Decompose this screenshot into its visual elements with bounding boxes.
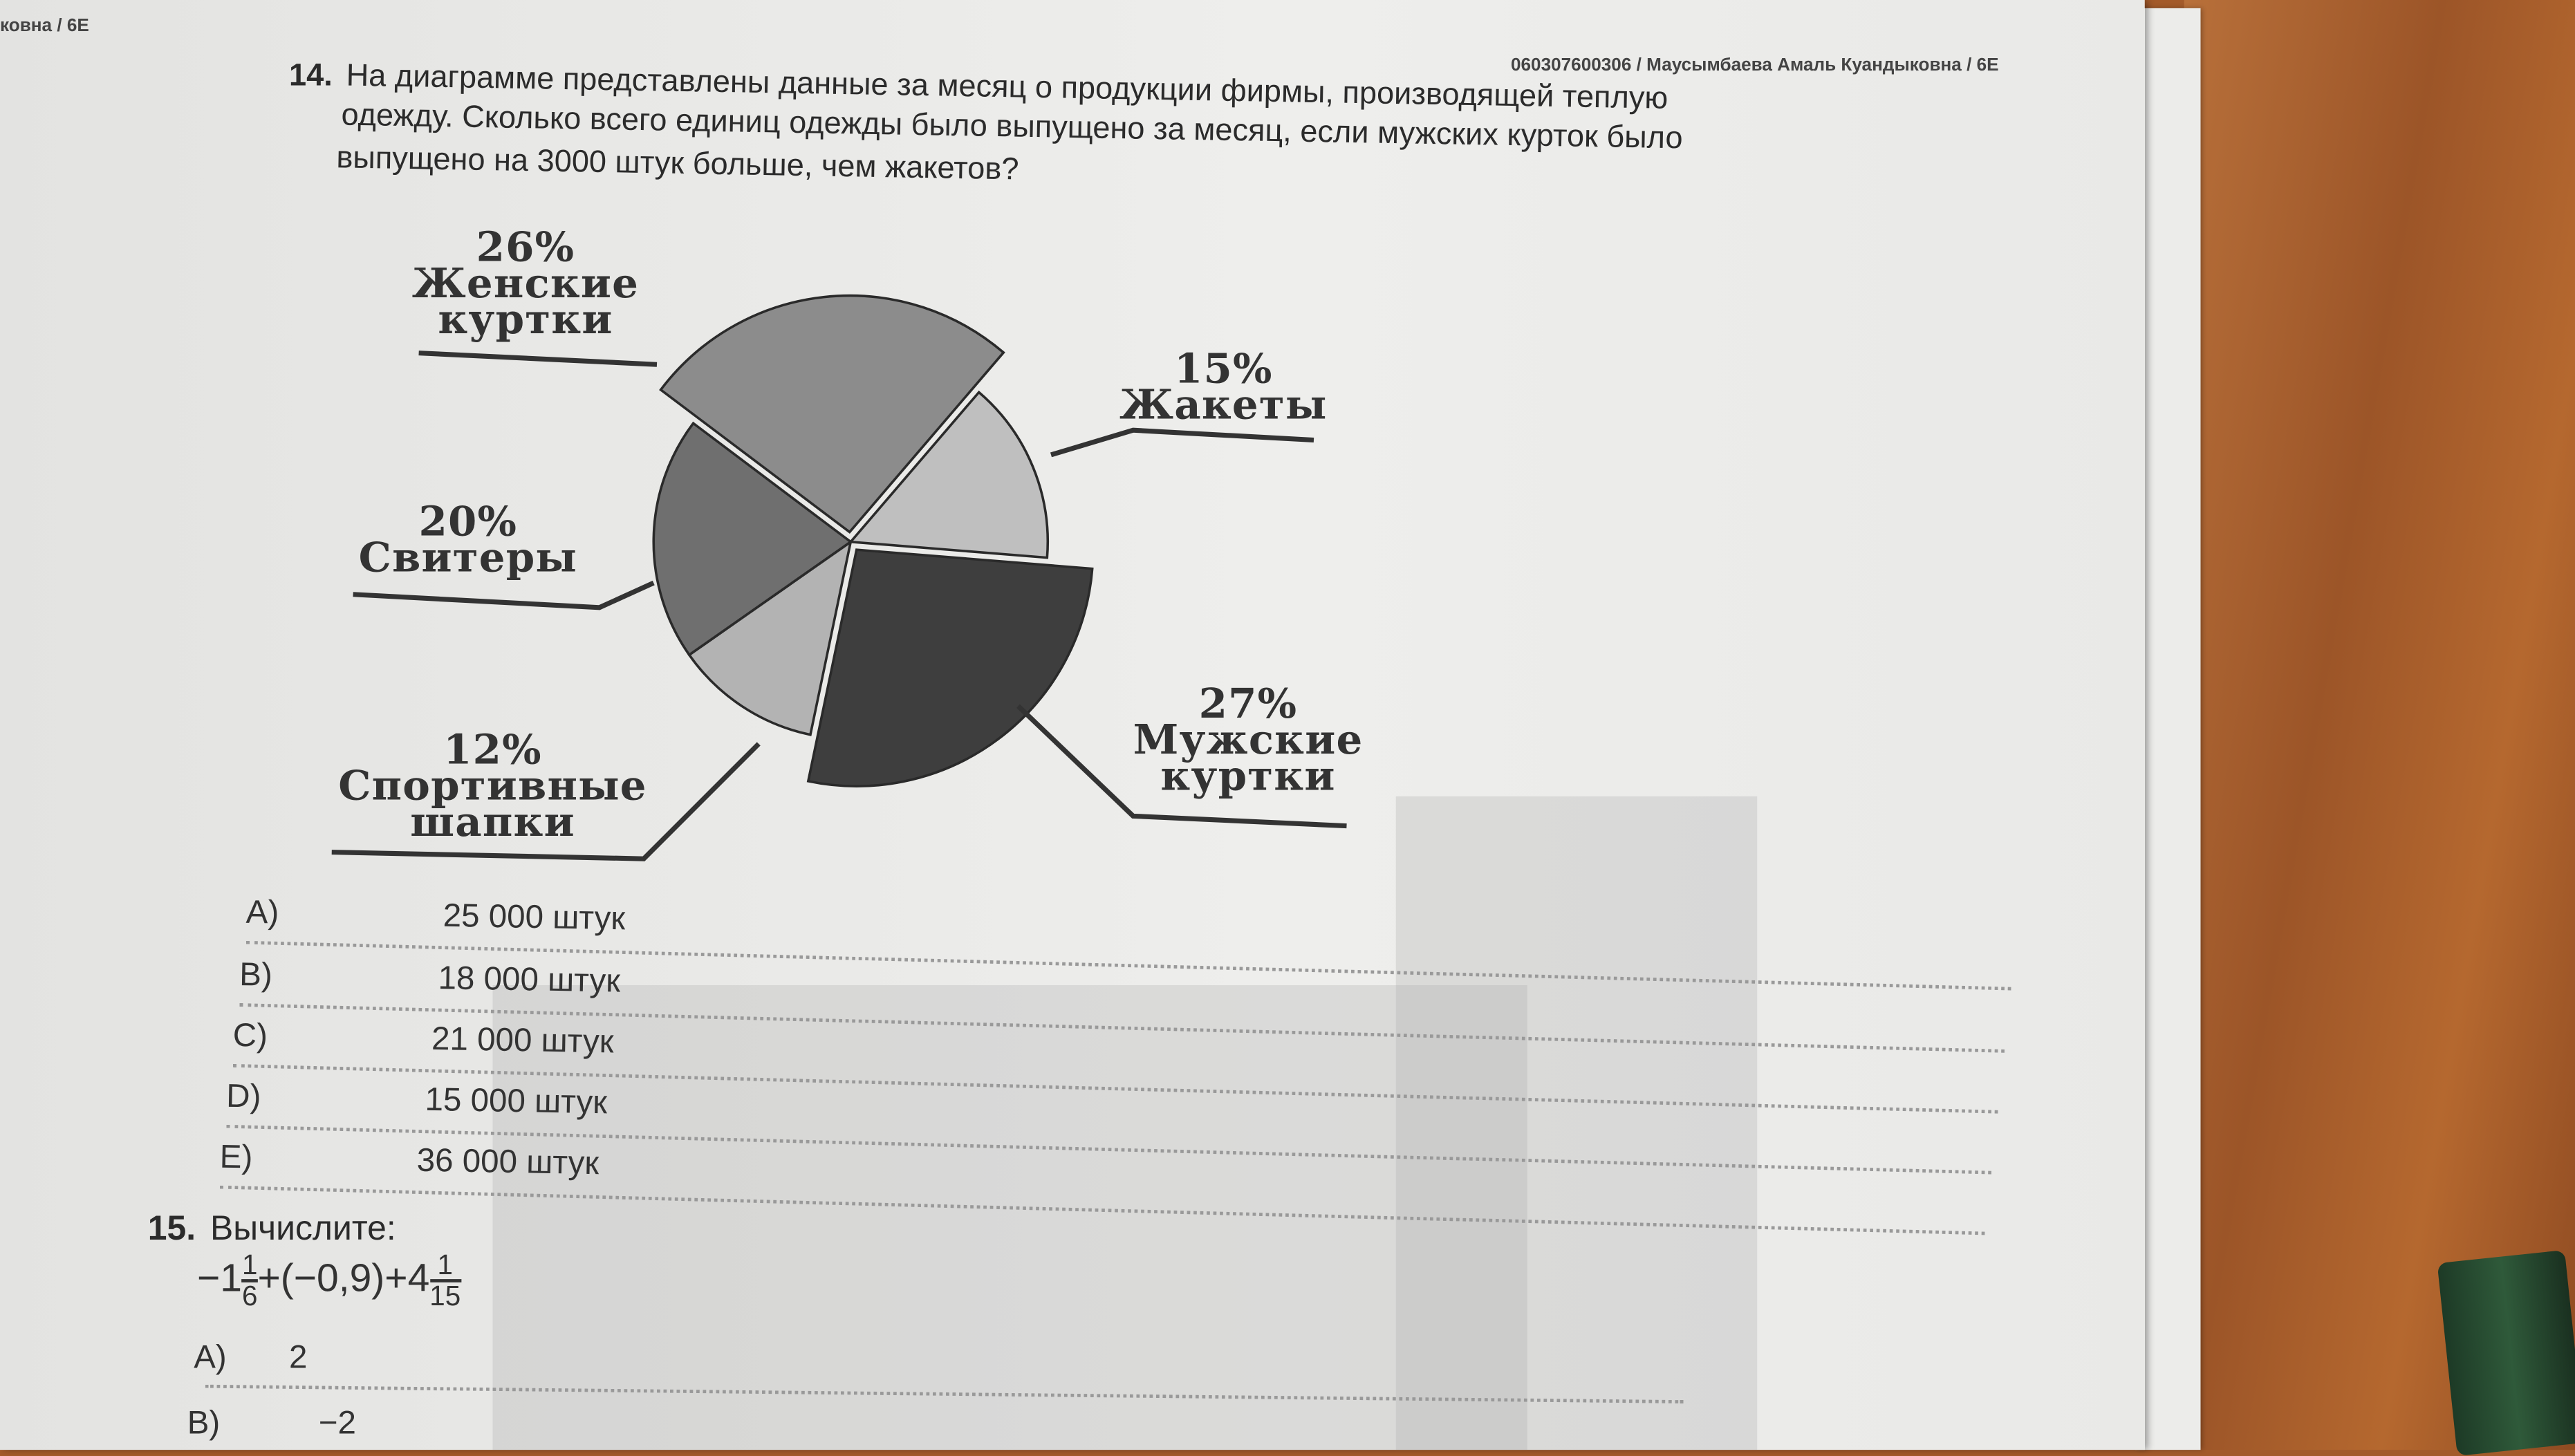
corner-header: ковна / 6Е [0,16,89,37]
option-value: 21 000 штук [431,1021,614,1061]
option-letter: D) [225,1079,261,1116]
question-15-number: 15. [147,1210,196,1248]
leader-line-hats [331,742,761,861]
q14-option-e[interactable]: E) 36 000 штук [219,1139,599,1182]
numerator: 1 [242,1251,258,1282]
q14-option-d[interactable]: D) 15 000 штук [225,1079,608,1121]
expr-part: −1 [197,1256,243,1301]
shadow [492,985,1527,1450]
q14-option-a[interactable]: A) 25 000 штук [245,895,625,937]
slice-label-jackets: 15% Жакеты [1108,344,1339,429]
option-letter: E) [219,1139,253,1177]
math-expression: −1 1 6 +(−0,9)+4 1 15 [197,1251,461,1312]
q15-option-a[interactable]: A) 2 [194,1340,307,1378]
leader-line-sweaters [353,580,655,610]
slice-label-mens: 27% Мужские куртки [1117,680,1379,800]
slice-label-womens: 26% Женские куртки [411,223,641,344]
student-header: 060307600306 / Маусымбаева Амаль Куандык… [1511,55,1999,76]
wooden-table [2184,0,2575,1450]
question-15-title: Вычислите: [210,1210,396,1248]
option-letter: C) [232,1018,268,1055]
green-marker [2437,1249,2575,1456]
slice-name: куртки [438,295,613,344]
slice-pct: 15% [1174,344,1273,393]
leader-line-mens [1016,704,1347,829]
shadow [1395,796,1758,1450]
q14-option-c[interactable]: C) 21 000 штук [232,1018,614,1061]
option-value: 2 [289,1340,308,1376]
pie-slice-0 [659,294,1005,534]
slice-label-sweaters: 20% Свитеры [345,497,591,581]
slice-pct: 20% [418,497,518,545]
pie-slice-1 [848,390,1050,559]
pie-slice-2 [806,548,1094,787]
denominator: 15 [429,1280,461,1312]
option-value: 15 000 штук [425,1082,608,1122]
slice-name: Женские [411,259,640,308]
slice-pct: 26% [476,223,575,271]
slice-name: Жакеты [1119,381,1328,429]
slice-pct: 27% [1198,680,1298,728]
worksheet-page: ковна / 6Е 060307600306 / Маусымбаева Ам… [0,0,2145,1450]
pie-slice-3 [687,539,853,736]
option-value: 25 000 штук [443,898,626,938]
option-value: 18 000 штук [438,960,621,1000]
option-letter: A) [194,1340,227,1376]
denominator: 6 [242,1280,258,1312]
slice-name: куртки [1160,752,1336,800]
slice-name: Спортивные [338,762,647,810]
slice-label-hats: 12% Спортивные шапки [328,725,657,846]
paper-sheet-behind [2135,8,2201,1450]
fraction: 1 15 [429,1251,461,1312]
numerator: 1 [429,1251,461,1282]
slice-name: Мужские [1133,716,1364,764]
option-letter: A) [245,895,279,932]
option-letter: B) [187,1406,221,1442]
leader-line-womens [418,351,658,367]
option-value: −2 [318,1406,356,1442]
expr-part: +(−0,9)+4 [257,1256,430,1301]
slice-name: Свитеры [358,533,578,581]
option-letter: B) [239,957,273,994]
q14-option-b[interactable]: B) 18 000 штук [239,957,621,1000]
option-value: 36 000 штук [416,1143,599,1183]
pie-chart [331,294,1347,861]
pie-slice-4 [652,421,853,657]
slice-name: шапки [410,798,575,846]
question-14-number: 14. [289,59,333,94]
leader-line-jackets [1050,427,1314,458]
slice-pct: 12% [443,725,542,774]
q15-option-b[interactable]: B) −2 [187,1406,356,1444]
